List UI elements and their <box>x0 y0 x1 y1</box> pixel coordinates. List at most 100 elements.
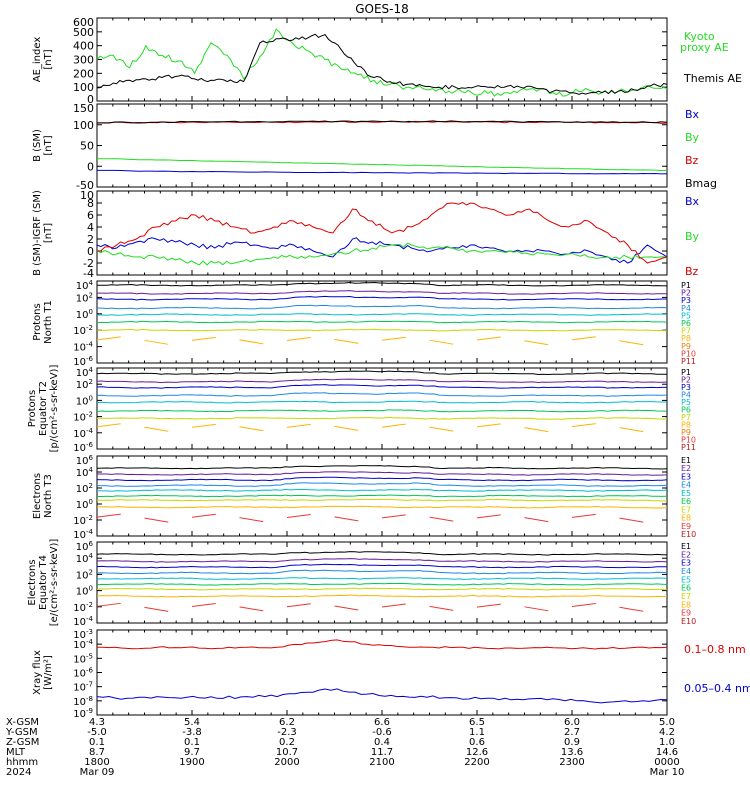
legend-entry: E6 <box>681 497 691 506</box>
footer-cell: 5.4 <box>184 717 200 728</box>
y-tick-label: 104 <box>76 466 94 479</box>
series-channel-e5 <box>96 577 668 580</box>
series-channel-p8 <box>144 426 169 432</box>
footer-cell: Mar 09 <box>80 767 115 778</box>
legend-entry: P9 <box>681 342 691 351</box>
y-tick-label: 100 <box>76 498 93 511</box>
legend-entry: P5 <box>681 398 691 407</box>
series-channel-p8 <box>191 423 216 428</box>
y-tick-label: 600 <box>73 16 94 29</box>
legend-entry: P10 <box>681 436 696 445</box>
series-channel-e9 <box>524 606 549 612</box>
y-tick-label: 2 <box>87 233 94 246</box>
series-channel-p8 <box>619 340 644 346</box>
legend-entry: Bx <box>685 108 700 121</box>
footer-cell: 0.9 <box>564 737 580 748</box>
legend-entry: P1 <box>681 368 691 377</box>
y-tick-label: 10-2 <box>73 411 93 424</box>
series-channel-p8 <box>144 339 169 345</box>
series-channel-e9 <box>286 513 311 518</box>
y-axis-label: [W/m²] <box>43 655 54 690</box>
legend-entry: E10 <box>681 530 696 539</box>
series-channel-p8 <box>381 336 406 341</box>
legend-entry: P2 <box>681 376 691 385</box>
y-tick-label: 104 <box>76 279 94 292</box>
series-channel-e9 <box>239 606 264 612</box>
legend-entry: P8 <box>681 334 691 343</box>
footer-cell: 13.6 <box>561 747 583 758</box>
y-axis-label: [nT] <box>43 49 54 69</box>
series-channel-p8 <box>334 338 359 344</box>
series-bx <box>97 169 668 175</box>
y-axis-label: Equator T2 <box>38 381 49 436</box>
legend-entry: P8 <box>681 421 691 430</box>
footer-cell: 2200 <box>464 757 489 768</box>
footer-row-label: Z-GSM <box>6 737 39 748</box>
series-channel-p8 <box>334 425 359 431</box>
series-bx <box>96 237 668 264</box>
y-tick-label: 100 <box>73 81 94 94</box>
legend-entry: E1 <box>681 456 691 465</box>
footer-cell: 0.2 <box>279 737 295 748</box>
y-axis-label: [nT] <box>43 223 54 243</box>
footer-cell: 14.6 <box>656 747 678 758</box>
series-channel-p2 <box>97 290 668 295</box>
y-tick-label: 50 <box>80 140 94 153</box>
series-channel-e9 <box>96 602 121 607</box>
legend-entry: P2 <box>681 289 691 298</box>
footer-cell: 10.7 <box>276 747 298 758</box>
series-xray-short <box>96 688 668 704</box>
panel-frame <box>96 190 668 276</box>
legend-entry: proxy AE <box>680 41 729 54</box>
series-channel-e4 <box>96 569 668 575</box>
y-tick-label: 102 <box>76 378 93 391</box>
y-tick-label: -2 <box>83 257 94 270</box>
legend-entry: E5 <box>681 489 691 498</box>
series-channel-p8 <box>191 336 216 341</box>
y-tick-label: 10-2 <box>73 324 93 337</box>
y-tick-label: 0 <box>87 245 94 258</box>
y-tick-label: 104 <box>76 552 94 565</box>
series-channel-p8 <box>239 426 264 432</box>
legend-entry: 0.1–0.8 nm <box>684 643 746 656</box>
legend-entry: E2 <box>681 464 691 473</box>
footer-cell: 9.7 <box>184 747 200 758</box>
footer-cell: 6.0 <box>564 717 580 728</box>
y-axis-label: Electrons <box>32 473 43 519</box>
footer-cell: 0000 <box>654 757 679 768</box>
y-tick-label: 100 <box>73 119 94 132</box>
y-tick-label: 500 <box>73 26 94 39</box>
y-axis-label: Protons <box>32 303 43 340</box>
footer-row-label: 2024 <box>6 767 31 778</box>
footer-cell: 0.4 <box>374 737 390 748</box>
y-tick-label: 400 <box>73 40 94 53</box>
footer-cell: 12.6 <box>466 747 488 758</box>
series-channel-e8 <box>97 505 668 509</box>
y-axis-label: B (SM) <box>32 129 43 162</box>
series-channel-p8 <box>571 336 596 341</box>
legend-entry: P3 <box>681 383 691 392</box>
legend-entry: E6 <box>681 584 691 593</box>
series-channel-p4 <box>96 392 668 397</box>
footer-cell: 4.2 <box>659 727 675 738</box>
footer-cell: 2100 <box>369 757 394 768</box>
legend-entry: Bmag <box>685 177 717 190</box>
y-tick-label: 10-7 <box>73 681 93 694</box>
footer-cell: 1.1 <box>469 727 485 738</box>
series-channel-e2 <box>97 471 668 476</box>
y-tick-label: 0 <box>87 160 94 173</box>
legend-entry: P3 <box>681 296 691 305</box>
legend-entry: E7 <box>681 592 691 601</box>
y-tick-label: 100 <box>76 394 93 407</box>
panel-frame <box>96 629 668 716</box>
series-channel-p1 <box>96 370 668 376</box>
y-axis-label: [p/(cm²-s-sr-keV)] <box>49 365 60 453</box>
legend-entry: E4 <box>681 481 691 490</box>
legend-entry: E9 <box>681 522 691 531</box>
series-channel-e9 <box>524 517 549 523</box>
legend-entry: Bx <box>685 195 700 208</box>
series-channel-p8 <box>524 427 549 433</box>
series-channel-e9 <box>476 603 501 608</box>
